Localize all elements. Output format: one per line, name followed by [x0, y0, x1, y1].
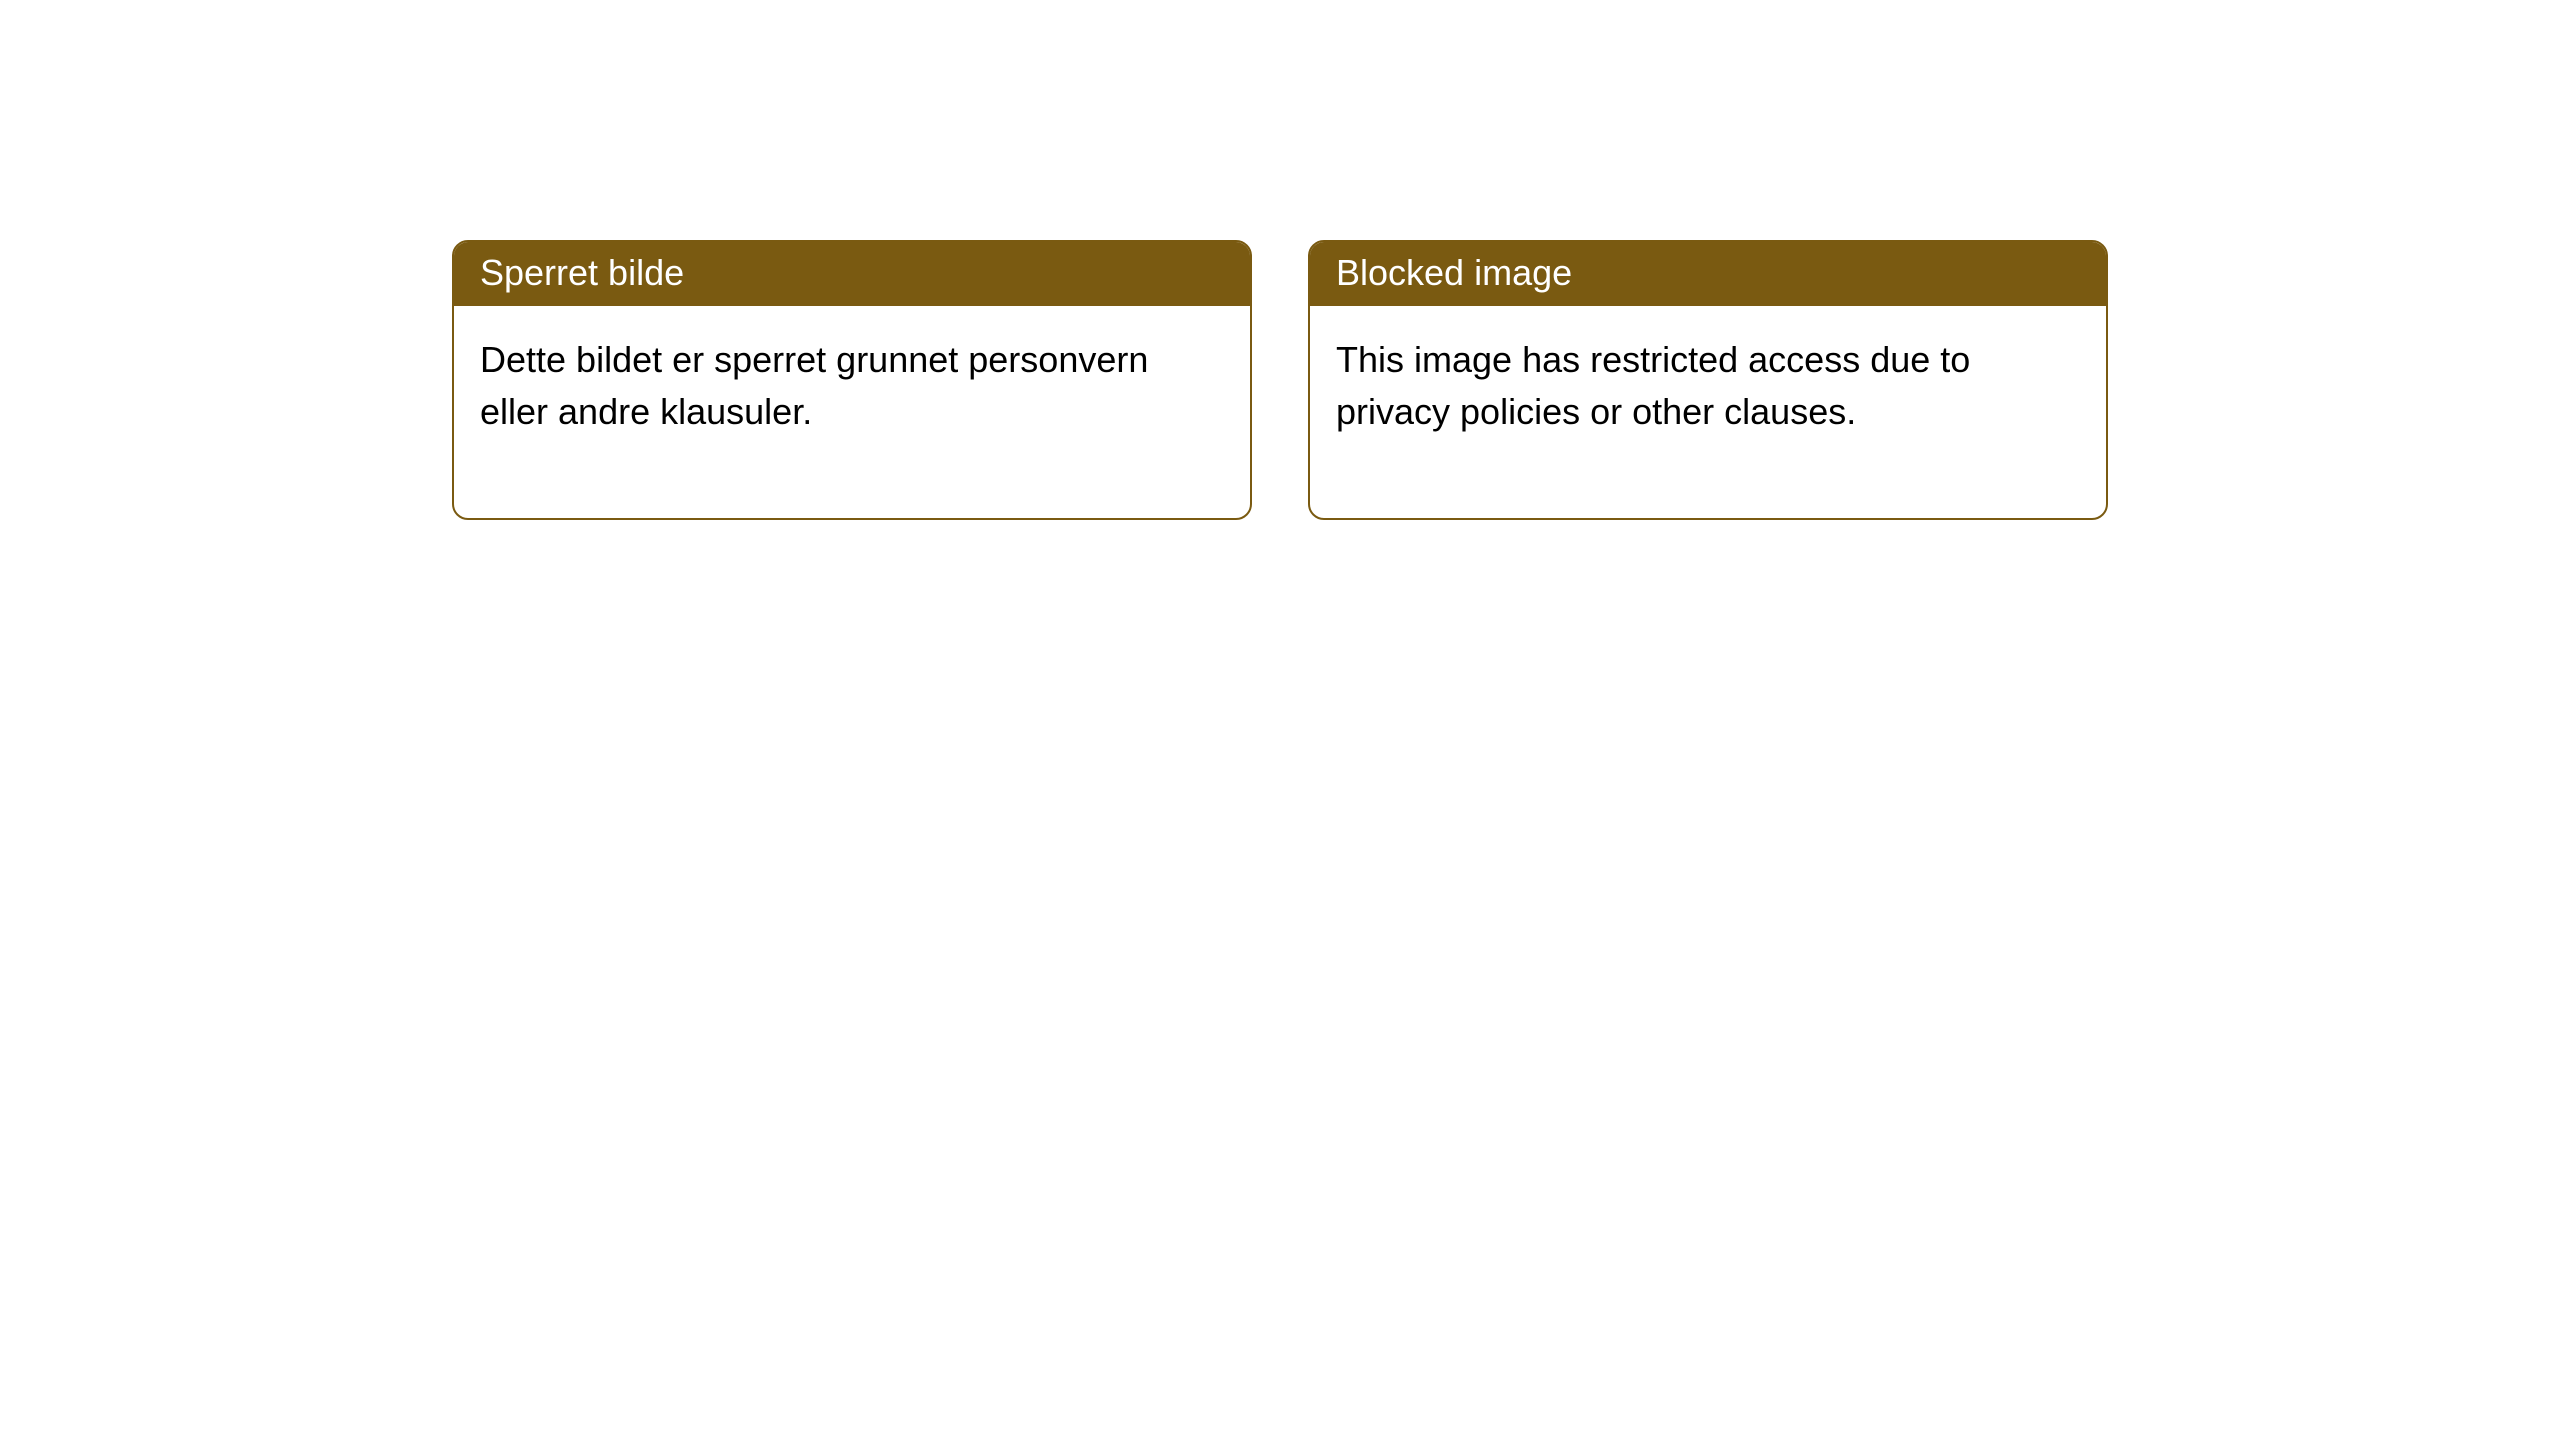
notice-text: Dette bildet er sperret grunnet personve… [480, 339, 1148, 432]
notice-title: Sperret bilde [480, 252, 684, 293]
notice-header: Sperret bilde [454, 242, 1250, 306]
notice-card-norwegian: Sperret bilde Dette bildet er sperret gr… [452, 240, 1252, 520]
notice-body: This image has restricted access due to … [1310, 306, 2106, 518]
notice-text: This image has restricted access due to … [1336, 339, 1970, 432]
notices-container: Sperret bilde Dette bildet er sperret gr… [452, 240, 2108, 520]
notice-title: Blocked image [1336, 252, 1572, 293]
notice-card-english: Blocked image This image has restricted … [1308, 240, 2108, 520]
notice-header: Blocked image [1310, 242, 2106, 306]
notice-body: Dette bildet er sperret grunnet personve… [454, 306, 1250, 518]
